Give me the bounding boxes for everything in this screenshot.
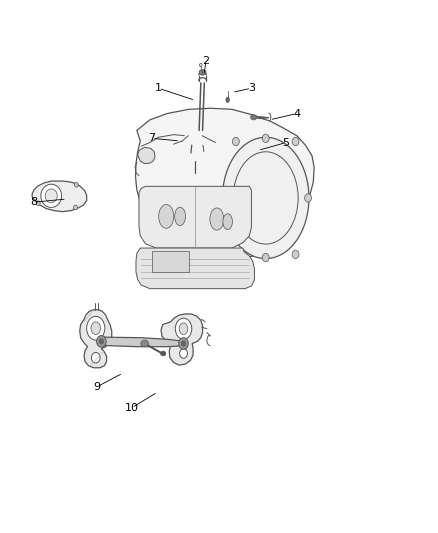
- Ellipse shape: [99, 339, 103, 344]
- Ellipse shape: [233, 250, 239, 259]
- Polygon shape: [161, 314, 202, 365]
- Ellipse shape: [233, 138, 239, 146]
- Polygon shape: [135, 108, 314, 259]
- Ellipse shape: [262, 134, 269, 142]
- Ellipse shape: [92, 352, 100, 363]
- Text: 4: 4: [293, 109, 300, 118]
- Ellipse shape: [220, 193, 227, 202]
- Ellipse shape: [262, 253, 269, 262]
- Ellipse shape: [292, 250, 299, 259]
- Ellipse shape: [74, 205, 78, 210]
- Polygon shape: [152, 251, 189, 272]
- Polygon shape: [99, 337, 187, 346]
- Text: 1: 1: [155, 83, 162, 93]
- Ellipse shape: [41, 184, 62, 207]
- Text: 8: 8: [30, 197, 38, 207]
- Ellipse shape: [226, 97, 230, 102]
- Text: 10: 10: [125, 403, 139, 413]
- Text: 2: 2: [202, 56, 210, 66]
- Ellipse shape: [181, 341, 186, 346]
- Text: 3: 3: [248, 83, 255, 93]
- Ellipse shape: [141, 340, 148, 347]
- Ellipse shape: [91, 322, 100, 335]
- Ellipse shape: [180, 349, 187, 358]
- Ellipse shape: [179, 338, 188, 349]
- Text: 5: 5: [283, 138, 290, 148]
- Ellipse shape: [74, 182, 78, 187]
- Ellipse shape: [87, 317, 105, 340]
- Ellipse shape: [159, 205, 174, 228]
- Ellipse shape: [179, 323, 188, 335]
- Ellipse shape: [304, 193, 311, 202]
- Ellipse shape: [251, 115, 257, 120]
- Text: 9: 9: [93, 382, 101, 392]
- Ellipse shape: [36, 201, 40, 206]
- Ellipse shape: [292, 138, 299, 146]
- Polygon shape: [80, 310, 112, 368]
- Ellipse shape: [45, 189, 57, 203]
- Ellipse shape: [223, 214, 233, 230]
- Polygon shape: [139, 187, 251, 248]
- Ellipse shape: [175, 318, 192, 340]
- Ellipse shape: [223, 138, 309, 259]
- Ellipse shape: [199, 70, 206, 75]
- Polygon shape: [136, 248, 254, 289]
- Ellipse shape: [175, 207, 185, 225]
- Ellipse shape: [97, 336, 106, 347]
- Ellipse shape: [161, 351, 166, 356]
- Ellipse shape: [210, 208, 224, 230]
- Polygon shape: [138, 147, 155, 164]
- Polygon shape: [32, 181, 87, 212]
- Text: 7: 7: [148, 133, 155, 143]
